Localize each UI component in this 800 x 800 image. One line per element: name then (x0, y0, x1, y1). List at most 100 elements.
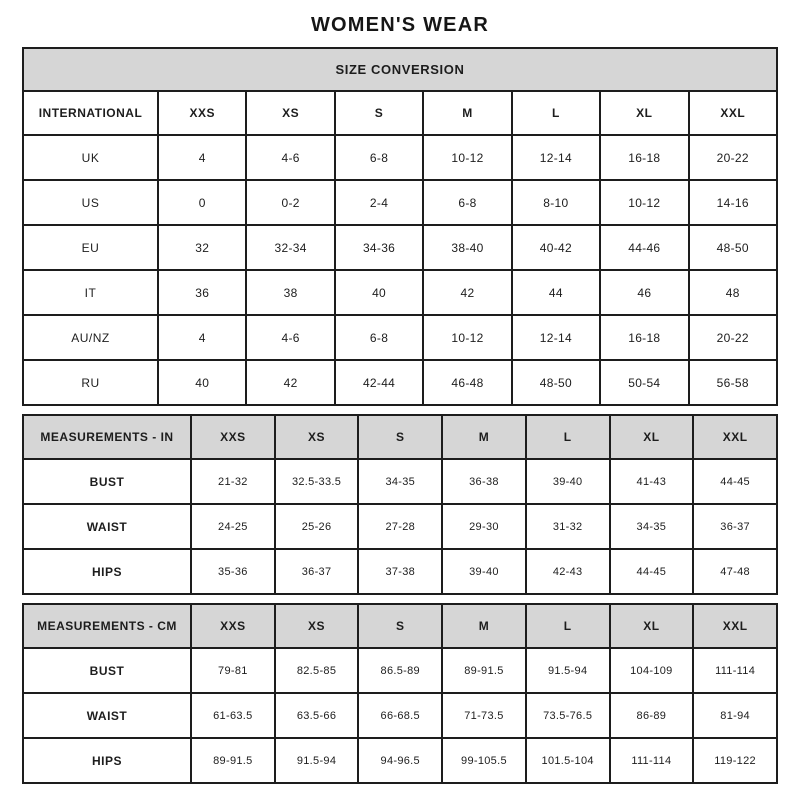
value-cell: 86-89 (608, 692, 695, 739)
row-label: BUST (22, 647, 192, 694)
value-cell: 73.5-76.5 (524, 692, 611, 739)
value-cell: 10-12 (599, 179, 690, 226)
table-header-row: INTERNATIONAL XXS XS S M L XL XXL (22, 90, 779, 136)
value-cell: 104-109 (608, 647, 695, 694)
value-cell: 14-16 (687, 179, 779, 226)
size-column-header: XXL (692, 414, 778, 460)
table-row: US 0 0-2 2-4 6-8 8-10 10-12 14-16 (22, 179, 779, 226)
row-label: EU (22, 224, 159, 271)
value-cell: 48-50 (510, 359, 602, 406)
value-cell: 48 (687, 269, 779, 316)
size-column-header: XL (608, 414, 695, 460)
size-column-header: M (422, 90, 513, 136)
size-column-header: M (441, 603, 527, 649)
size-column-header: XXS (190, 603, 276, 649)
table-banner-row: SIZE CONVERSION (22, 47, 778, 92)
value-cell: 12-14 (510, 134, 602, 181)
value-cell: 24-25 (190, 503, 276, 550)
value-cell: 40 (156, 359, 248, 406)
value-cell: 82.5-85 (273, 647, 360, 694)
value-cell: 37-38 (357, 548, 444, 595)
value-cell: 4 (156, 314, 248, 361)
size-column-header: S (357, 414, 444, 460)
row-label: HIPS (22, 737, 192, 784)
value-cell: 40 (333, 269, 425, 316)
value-cell: 91.5-94 (524, 647, 611, 694)
value-cell: 111-114 (608, 737, 695, 784)
value-cell: 42 (245, 359, 336, 406)
page-title: WOMEN'S WEAR (310, 14, 490, 36)
value-cell: 4-6 (245, 314, 336, 361)
value-cell: 31-32 (524, 503, 611, 550)
value-cell: 6-8 (333, 134, 425, 181)
measurements-cm-table: MEASUREMENTS - CM XXS XS S M L XL XXL BUST 79-81 8… (22, 603, 778, 784)
value-cell: 0-2 (245, 179, 336, 226)
value-cell: 36-38 (441, 458, 527, 505)
size-column-header: L (524, 603, 611, 649)
table-row: BUST 79-81 82.5-85 86.5-89 89-91.5 91.5-94 104… (22, 647, 778, 694)
value-cell: 63.5-66 (273, 692, 360, 739)
value-cell: 81-94 (692, 692, 778, 739)
value-cell: 16-18 (599, 314, 690, 361)
value-cell: 2-4 (333, 179, 425, 226)
size-column-header: XXL (692, 603, 778, 649)
row-header-column-title: INTERNATIONAL (22, 90, 159, 136)
value-cell: 89-91.5 (190, 737, 276, 784)
value-cell: 56-58 (687, 359, 779, 406)
value-cell: 20-22 (687, 314, 779, 361)
table-row: BUST 21-32 32.5-33.5 34-35 36-38 39-40 41-43 44… (22, 458, 778, 505)
value-cell: 71-73.5 (441, 692, 527, 739)
value-cell: 91.5-94 (273, 737, 360, 784)
size-column-header: XL (599, 90, 690, 136)
value-cell: 36-37 (692, 503, 778, 550)
value-cell: 111-114 (692, 647, 778, 694)
table-row: WAIST 24-25 25-26 27-28 29-30 31-32 34-35 36-37 (22, 503, 778, 550)
value-cell: 94-96.5 (357, 737, 444, 784)
table-row: HIPS 89-91.5 91.5-94 94-96.5 99-105.5 101.5-1… (22, 737, 778, 784)
value-cell: 36 (156, 269, 248, 316)
table-row: IT 36 38 40 42 44 46 48 (22, 269, 779, 316)
row-label: WAIST (22, 503, 192, 550)
table-header-row: MEASUREMENTS - IN XXS XS S M L XL XXL (22, 414, 778, 460)
value-cell: 10-12 (422, 134, 513, 181)
size-column-header: S (333, 90, 425, 136)
value-cell: 119-122 (692, 737, 778, 784)
value-cell: 46-48 (422, 359, 513, 406)
value-cell: 42-44 (333, 359, 425, 406)
value-cell: 101.5-104 (524, 737, 611, 784)
row-header-column-title: MEASUREMENTS - CM (22, 603, 192, 649)
row-label: AU/NZ (22, 314, 159, 361)
value-cell: 42 (422, 269, 513, 316)
value-cell: 12-14 (510, 314, 602, 361)
value-cell: 99-105.5 (441, 737, 527, 784)
value-cell: 27-28 (357, 503, 444, 550)
table-banner-title: SIZE CONVERSION (22, 47, 778, 92)
size-column-header: XXS (190, 414, 276, 460)
table-row: EU 32 32-34 34-36 38-40 40-42 44-46 48-50 (22, 224, 779, 271)
table-row: HIPS 35-36 36-37 37-38 39-40 42-43 44-45 47-48 (22, 548, 778, 595)
value-cell: 25-26 (273, 503, 360, 550)
size-column-header: L (524, 414, 611, 460)
value-cell: 38-40 (422, 224, 513, 271)
value-cell: 10-12 (422, 314, 513, 361)
table-row: AU/NZ 4 4-6 6-8 10-12 12-14 16-18 20-22 (22, 314, 779, 361)
value-cell: 0 (156, 179, 248, 226)
size-column-header: M (441, 414, 527, 460)
value-cell: 46 (599, 269, 690, 316)
table-row: WAIST 61-63.5 63.5-66 66-68.5 71-73.5 73.5-76… (22, 692, 778, 739)
value-cell: 21-32 (190, 458, 276, 505)
value-cell: 40-42 (510, 224, 602, 271)
value-cell: 4-6 (245, 134, 336, 181)
table-row: RU 40 42 42-44 46-48 48-50 50-54 56-58 (22, 359, 779, 406)
row-label: HIPS (22, 548, 192, 595)
value-cell: 32-34 (245, 224, 336, 271)
value-cell: 39-40 (441, 548, 527, 595)
value-cell: 79-81 (190, 647, 276, 694)
value-cell: 44-46 (599, 224, 690, 271)
value-cell: 20-22 (687, 134, 779, 181)
row-label: IT (22, 269, 159, 316)
size-column-header: L (510, 90, 602, 136)
value-cell: 66-68.5 (357, 692, 444, 739)
size-column-header: XL (608, 603, 695, 649)
table-row: UK 4 4-6 6-8 10-12 12-14 16-18 20-22 (22, 134, 779, 181)
